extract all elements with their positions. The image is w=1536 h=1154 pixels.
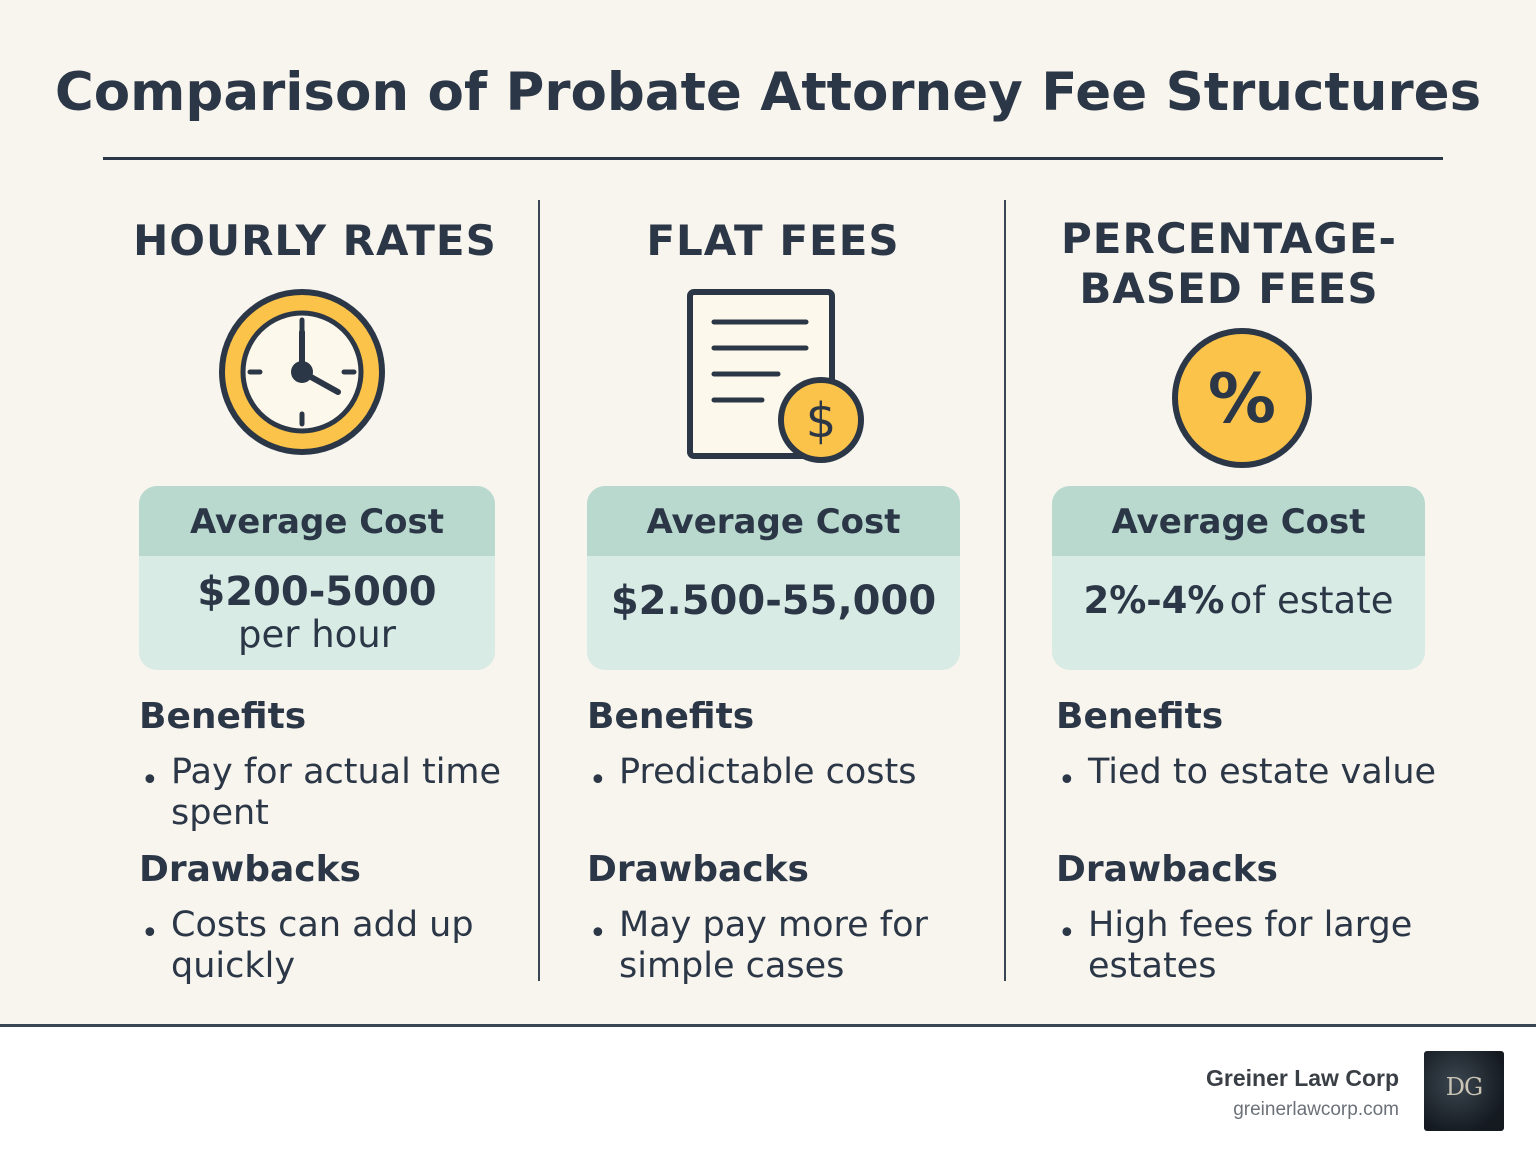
cost-value: $200-5000	[197, 569, 437, 615]
brand-logo: DG	[1424, 1051, 1504, 1131]
drawback-item: • May pay more for simple cases	[589, 905, 928, 986]
drawback-item: • High fees for large estates	[1058, 905, 1413, 986]
drawback-item: • Costs can add up quickly	[141, 905, 474, 986]
column-divider	[538, 200, 540, 981]
footer-divider	[0, 1024, 1536, 1027]
bullet-icon: •	[589, 916, 607, 951]
bullet-icon: •	[1058, 916, 1076, 951]
column-heading: FLAT FEES	[646, 216, 900, 265]
benefit-item: • Tied to estate value	[1056, 752, 1436, 798]
column-percentage-fees: PERCENTAGE- BASED FEES % Average Cost 2%…	[1014, 200, 1444, 1000]
average-cost-box: Average Cost $2.500-55,000	[587, 486, 960, 670]
average-cost-label: Average Cost	[1052, 486, 1425, 556]
svg-text:$: $	[806, 393, 837, 449]
clock-icon	[219, 289, 385, 455]
benefits-label: Benefits	[1056, 696, 1224, 737]
svg-text:%: %	[1208, 360, 1276, 439]
column-hourly-rates: HOURLY RATES Average Cost $200-5000 per …	[100, 200, 530, 1000]
cost-unit: per hour	[238, 613, 396, 656]
bullet-icon: •	[141, 763, 159, 798]
average-cost-label: Average Cost	[139, 486, 495, 556]
column-heading: PERCENTAGE- BASED FEES	[1061, 214, 1397, 313]
page-title: Comparison of Probate Attorney Fee Struc…	[54, 62, 1482, 123]
bullet-icon: •	[141, 916, 159, 951]
cost-value: 2%-4%	[1083, 579, 1225, 622]
benefits-label: Benefits	[139, 696, 307, 737]
percent-icon: %	[1172, 328, 1312, 468]
average-cost-label: Average Cost	[587, 486, 960, 556]
benefit-item: • Pay for actual time spent	[141, 752, 502, 833]
bullet-icon: •	[1058, 763, 1076, 798]
average-cost-box: Average Cost $200-5000 per hour	[139, 486, 495, 670]
brand-name: Greiner Law Corp	[1206, 1065, 1399, 1091]
bullet-icon: •	[589, 763, 607, 798]
column-heading: HOURLY RATES	[133, 216, 497, 265]
cost-value: $2.500-55,000	[610, 578, 937, 624]
title-divider	[103, 157, 1443, 160]
average-cost-box: Average Cost 2%-4% of estate	[1052, 486, 1425, 670]
benefits-label: Benefits	[587, 696, 755, 737]
drawbacks-label: Drawbacks	[1056, 849, 1278, 890]
drawbacks-label: Drawbacks	[139, 849, 361, 890]
logo-monogram: DG	[1445, 1073, 1483, 1101]
document-dollar-icon: $	[687, 289, 864, 463]
footer: Greiner Law Corp greinerlawcorp.com DG	[0, 1027, 1536, 1154]
brand-url: greinerlawcorp.com	[1233, 1099, 1399, 1120]
benefit-item: • Predictable costs	[587, 752, 916, 798]
column-divider	[1004, 200, 1006, 981]
column-flat-fees: FLAT FEES $ Average Cost $2.500-55,000 B…	[548, 200, 998, 1000]
cost-value-line: 2%-4% of estate	[1052, 574, 1425, 635]
cost-unit: of estate	[1229, 579, 1394, 622]
drawbacks-label: Drawbacks	[587, 849, 809, 890]
